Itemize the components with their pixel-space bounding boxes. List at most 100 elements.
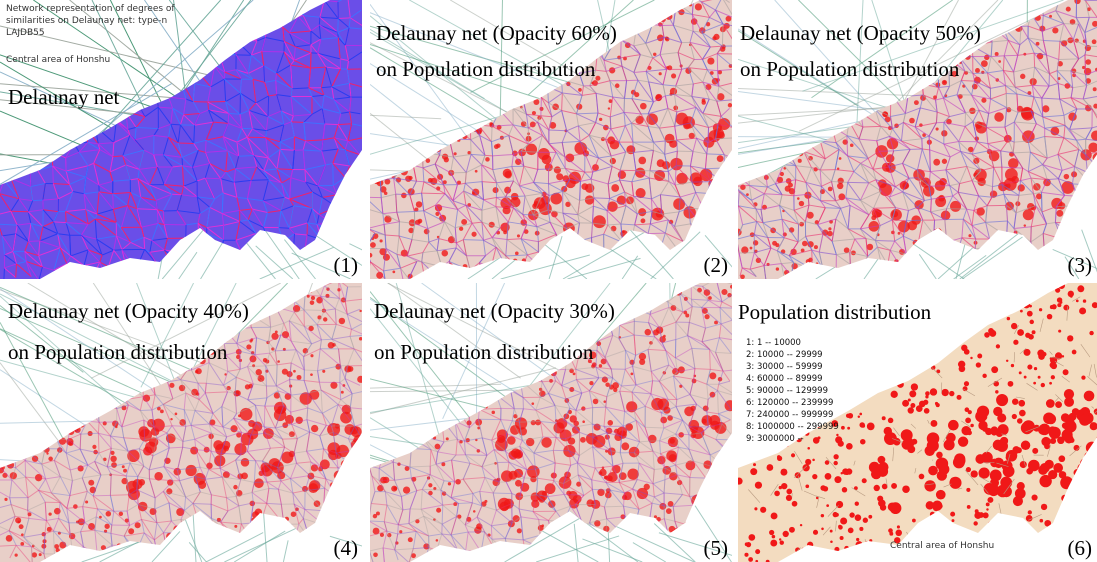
population-dot: [370, 242, 376, 248]
mesh-edge: [579, 171, 586, 182]
mesh-edge: [702, 53, 718, 60]
mesh-edge: [661, 25, 665, 38]
mesh-edge: [548, 190, 563, 196]
population-dot: [790, 248, 797, 256]
mesh-edge: [972, 121, 978, 142]
mesh-edge: [1019, 26, 1022, 45]
mesh-edge: [1033, 53, 1036, 68]
mesh-edge: [650, 198, 653, 212]
population-dot: [661, 161, 671, 170]
mesh-edge: [624, 191, 638, 215]
mesh-edge: [463, 190, 483, 211]
mesh-edge: [495, 246, 507, 257]
mesh-edge: [635, 170, 650, 179]
population-dot: [976, 207, 985, 216]
population-dot: [798, 200, 805, 207]
mesh-edge: [235, 168, 252, 181]
population-dot: [457, 180, 461, 185]
mesh-edge: [370, 248, 371, 263]
sea-edge: [621, 255, 639, 279]
mesh-edge: [279, 141, 295, 151]
mesh-edge: [370, 227, 376, 234]
mesh-edge: [674, 184, 681, 198]
mesh-edge: [707, 69, 718, 72]
mesh-edge: [609, 191, 625, 199]
mesh-edge: [513, 124, 529, 129]
mesh-edge: [536, 226, 557, 235]
mesh-edge: [610, 111, 625, 118]
mesh-edge: [609, 197, 627, 207]
mesh-edge: [603, 57, 621, 61]
mesh-edge: [707, 127, 710, 143]
mesh-edge: [717, 68, 732, 72]
mesh-edge: [32, 199, 43, 202]
mesh-edge: [645, 43, 654, 59]
mesh-edge: [702, 113, 709, 128]
mesh-edge: [492, 169, 498, 183]
mesh-edge: [702, 112, 722, 117]
mesh-edge: [720, 108, 730, 117]
mesh-edge: [547, 102, 553, 117]
mesh-edge: [716, 86, 720, 102]
mesh-edge: [965, 112, 974, 122]
mesh-edge: [915, 122, 937, 128]
mesh-edge: [688, 208, 691, 224]
mesh-edge: [66, 222, 89, 225]
mesh-edge: [248, 65, 264, 74]
mesh-edge: [239, 221, 257, 234]
mesh-edge: [370, 261, 371, 279]
mesh-edge: [266, 124, 285, 132]
mesh-edge: [631, 98, 654, 103]
mesh-edge: [691, 181, 697, 193]
population-dot: [1057, 61, 1063, 67]
mesh-edge: [235, 54, 249, 74]
mesh-edge: [492, 166, 512, 171]
mesh-edge: [331, 86, 352, 98]
mesh-edge: [222, 123, 229, 137]
mesh-edge: [710, 45, 723, 48]
mesh-edge: [1059, 97, 1072, 100]
mesh-edge: [262, 179, 269, 201]
mesh-edge: [596, 92, 613, 98]
population-dot: [669, 139, 678, 148]
mesh-edge: [495, 206, 514, 209]
mesh-edge: [0, 193, 20, 200]
mesh-edge: [520, 150, 538, 153]
mesh-edge: [427, 228, 430, 243]
mesh-edge: [508, 135, 529, 145]
mesh-edge: [922, 94, 938, 113]
mesh-edge: [137, 178, 157, 201]
mesh-edge: [151, 237, 168, 241]
mesh-edge: [42, 209, 54, 223]
mesh-edge: [990, 41, 993, 57]
mesh-edge: [198, 149, 206, 153]
mesh-edge: [453, 156, 467, 173]
mesh-edge: [250, 54, 265, 67]
mesh-edge: [208, 109, 229, 124]
mesh-edge: [612, 96, 625, 113]
mesh-edge: [606, 205, 627, 212]
population-dot: [1020, 73, 1026, 80]
mesh-edge: [579, 134, 590, 142]
mesh-edge: [308, 67, 312, 88]
mesh-edge: [987, 72, 1006, 86]
mesh-edge: [265, 137, 281, 143]
mesh-edge: [220, 171, 227, 180]
mesh-edge: [598, 157, 613, 167]
population-dot: [797, 158, 802, 163]
population-dot: [749, 246, 753, 250]
population-dot: [981, 60, 988, 67]
mesh-edge: [701, 31, 723, 47]
mesh-edge: [293, 113, 313, 117]
mesh-edge: [588, 122, 597, 136]
mesh-edge: [143, 149, 154, 156]
mesh-edge: [94, 218, 98, 240]
mesh-edge: [209, 163, 222, 180]
mesh-edge: [138, 169, 150, 186]
mesh-edge: [331, 68, 342, 88]
mesh-edge: [677, 52, 695, 60]
mesh-edge: [960, 71, 966, 81]
mesh-edge: [1034, 52, 1047, 56]
mesh-edge: [409, 194, 415, 212]
mesh-edge: [283, 51, 295, 61]
